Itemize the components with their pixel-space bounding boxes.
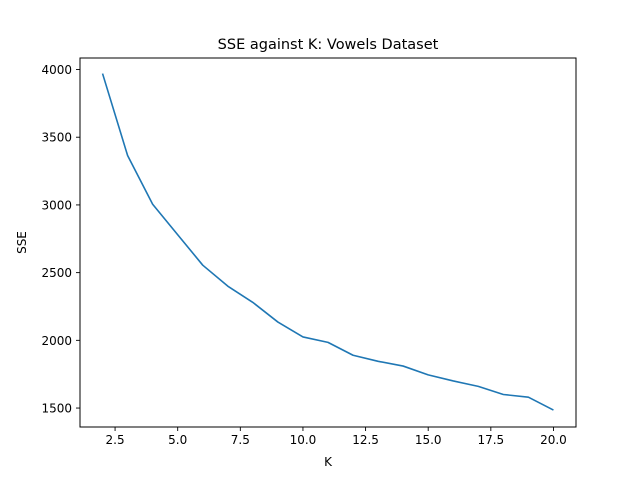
x-tick-label: 15.0 [415,433,442,447]
x-tick-label: 10.0 [290,433,317,447]
y-tick-label: 3000 [41,198,72,212]
plot-layer [101,73,554,411]
y-tick-label: 2500 [41,266,72,280]
x-tick-label: 7.5 [231,433,250,447]
y-tick-label: 4000 [41,63,72,77]
x-tick-label: 17.5 [477,433,504,447]
x-tick-label: 5.0 [168,433,187,447]
axes-frame [79,57,577,428]
y-axis-title: SSE [15,231,29,254]
series-line [101,73,554,411]
ticks-layer: 2.5 5.0 7.5 10.0 12.5 15.0 17.5 20.0 1500 2000 250… [41,63,566,447]
x-axis-title: K [324,455,333,469]
y-tick-label: 3500 [41,131,72,145]
x-tick-label: 12.5 [352,433,379,447]
chart-title: SSE against K: Vowels Dataset [218,37,439,53]
y-tick-label: 1500 [41,402,72,416]
x-tick-label: 20.0 [540,433,567,447]
x-tick-label: 2.5 [106,433,125,447]
y-tick-label: 2000 [41,334,72,348]
